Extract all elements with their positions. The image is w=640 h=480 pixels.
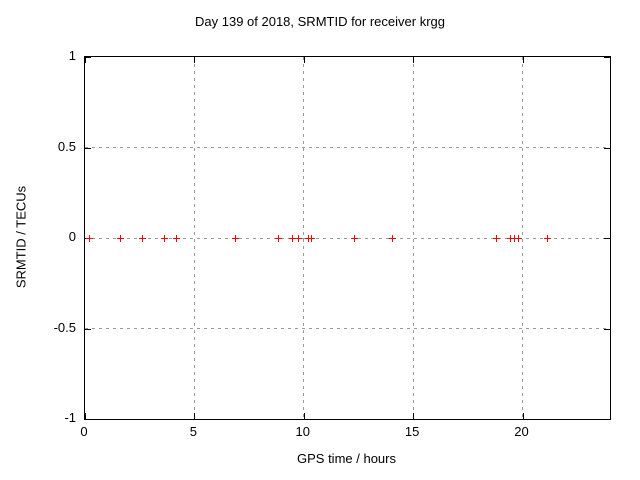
marker-v-bar (176, 234, 178, 242)
y-tick-right (604, 328, 610, 330)
y-tick-left (85, 147, 91, 149)
x-axis-title: GPS time / hours (297, 451, 396, 466)
marker-v-bar (119, 234, 121, 242)
data-point-marker (506, 234, 514, 242)
data-point-marker (544, 234, 552, 242)
marker-v-bar (292, 234, 294, 242)
marker-v-bar (297, 234, 299, 242)
y-tick-label: -1 (64, 410, 76, 425)
chart-title: Day 139 of 2018, SRMTID for receiver krg… (195, 14, 445, 29)
data-point-marker (350, 234, 358, 242)
data-point-marker (289, 234, 297, 242)
marker-v-bar (353, 234, 355, 242)
data-point-marker (492, 234, 500, 242)
x-tick-label: 5 (189, 424, 197, 439)
data-point-marker (307, 234, 315, 242)
y-tick-right (604, 238, 610, 239)
marker-v-bar (517, 234, 519, 242)
data-point-marker (294, 234, 302, 242)
marker-v-bar (391, 234, 393, 242)
y-tick-left (85, 238, 91, 239)
x-tick-top (522, 57, 524, 63)
y-tick-left (85, 57, 91, 58)
data-point-marker (275, 234, 283, 242)
data-point-marker (173, 234, 181, 242)
x-tick-bottom (522, 413, 524, 419)
x-tick-label: 0 (80, 424, 88, 439)
x-tick-label: 15 (404, 424, 420, 439)
y-tick-right (604, 419, 610, 420)
marker-v-bar (235, 234, 237, 242)
data-point-marker (514, 234, 522, 242)
marker-v-bar (495, 234, 497, 242)
x-tick-bottom (303, 413, 305, 419)
y-tick-label: 0.5 (57, 138, 76, 154)
marker-v-bar (142, 234, 144, 242)
y-gridline (85, 237, 610, 239)
marker-v-bar (164, 234, 166, 242)
x-tick-label: 10 (295, 424, 310, 439)
data-point-marker (232, 234, 240, 242)
x-tick-bottom (85, 413, 86, 419)
data-point-marker (85, 234, 93, 242)
y-tick-label: 0 (68, 229, 76, 244)
x-tick-top (303, 57, 305, 63)
y-tick-left (85, 328, 91, 330)
marker-v-bar (547, 234, 549, 242)
x-tick-top (85, 57, 86, 63)
x-tick-label: 20 (514, 424, 529, 439)
data-point-marker (116, 234, 124, 242)
y-gridline (85, 328, 610, 329)
y-tick-label: -0.5 (53, 319, 76, 335)
x-tick-bottom (194, 413, 196, 419)
data-point-marker (139, 234, 147, 242)
plot-area (84, 56, 611, 420)
y-gridline (85, 147, 610, 148)
x-tick-top (413, 57, 415, 63)
y-tick-label: 1 (68, 48, 76, 63)
data-point-marker (161, 234, 169, 242)
x-tick-bottom (413, 413, 415, 419)
y-tick-right (604, 57, 610, 58)
data-point-marker (388, 234, 396, 242)
marker-v-bar (88, 234, 90, 242)
x-tick-top (194, 57, 196, 63)
marker-v-bar (310, 234, 312, 242)
marker-v-bar (278, 234, 280, 242)
y-tick-right (604, 147, 610, 149)
y-tick-left (85, 419, 91, 420)
marker-v-bar (509, 234, 511, 242)
